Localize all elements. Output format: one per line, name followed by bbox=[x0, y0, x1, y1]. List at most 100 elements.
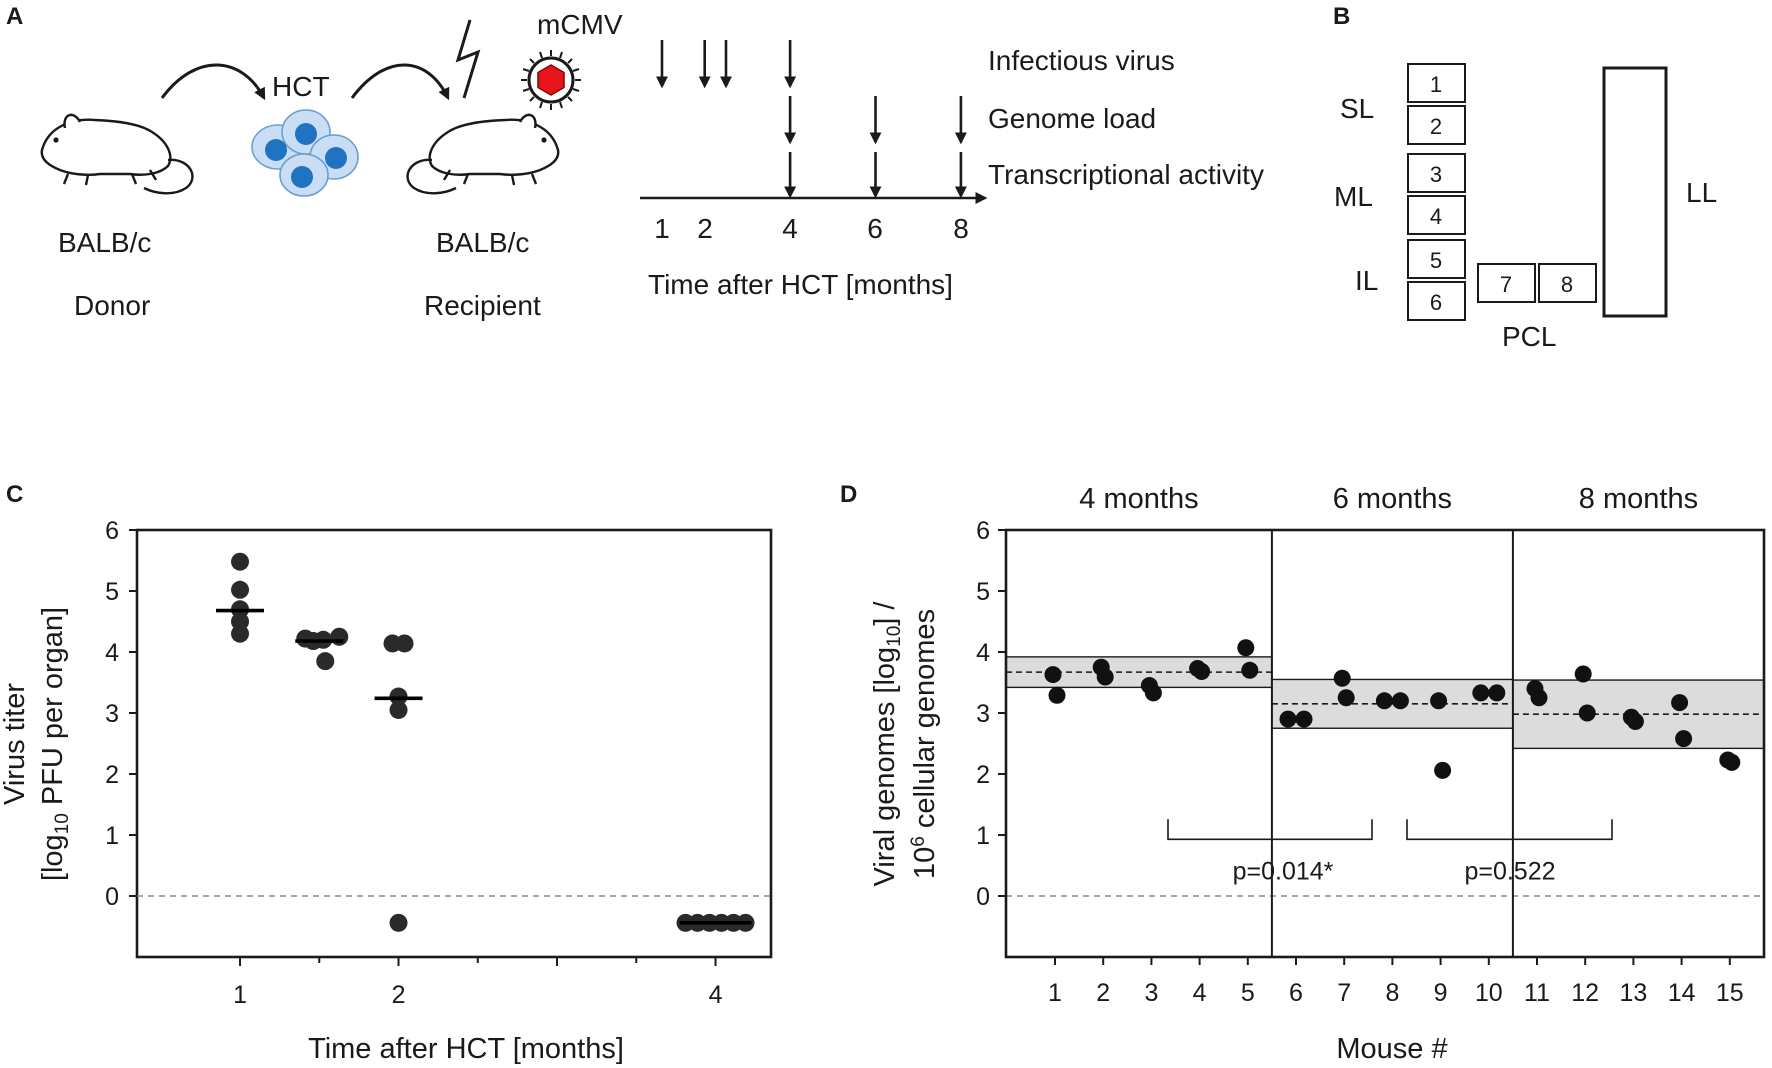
group-pcl: PCL bbox=[1502, 321, 1556, 352]
box-2 bbox=[1407, 105, 1466, 145]
box-5-label: 5 bbox=[1430, 248, 1442, 273]
recipient-role: Recipient bbox=[424, 290, 541, 321]
chart-c-ylabel-1: Virus titer bbox=[0, 683, 31, 805]
chart-d-point-mouse-11 bbox=[1530, 689, 1548, 707]
group-ll: LL bbox=[1686, 177, 1717, 208]
chart-d-xtick-label-7: 7 bbox=[1337, 979, 1351, 1007]
chart-d-point-mouse-8 bbox=[1391, 692, 1409, 710]
chart-d-ytick-label-6: 6 bbox=[976, 517, 990, 545]
chart-c-xlabel: Time after HCT [months] bbox=[308, 1033, 624, 1065]
chart-d-period-label-1: 6 months bbox=[1333, 483, 1452, 515]
chart-d-ylabel-1: Viral genomes [log10] / bbox=[869, 601, 905, 887]
box-3-label: 3 bbox=[1430, 162, 1442, 187]
box-6-label: 6 bbox=[1430, 290, 1442, 315]
panel-a-label: A bbox=[6, 3, 23, 30]
chart-d-ytick-label-1: 1 bbox=[976, 822, 990, 850]
box-2-label: 2 bbox=[1430, 114, 1442, 139]
panel-d-label: D bbox=[840, 481, 857, 508]
chart-d-point-mouse-9 bbox=[1434, 761, 1452, 779]
box-6 bbox=[1407, 281, 1466, 321]
group-il: IL bbox=[1355, 265, 1378, 296]
chart-d-xtick-label-10: 10 bbox=[1475, 979, 1503, 1007]
panel-b-label: B bbox=[1333, 3, 1350, 30]
donor-mouse-icon bbox=[40, 113, 194, 195]
chart-d-xlabel: Mouse # bbox=[1336, 1033, 1447, 1065]
chart-d-point-mouse-6 bbox=[1279, 710, 1297, 728]
chart-d-point-mouse-7 bbox=[1337, 689, 1355, 707]
box-4-label: 4 bbox=[1430, 204, 1442, 229]
group-ml: ML bbox=[1334, 181, 1373, 212]
row-infectious-virus: Infectious virus bbox=[988, 45, 1175, 76]
chart-c-xtick-label-1: 1 bbox=[233, 981, 247, 1009]
panel-b: B SL ML IL PCL LL 1 2 3 4 5 6 7 8 bbox=[1333, 3, 1717, 352]
chart-d-ytick-label-4: 4 bbox=[976, 639, 990, 667]
row-transcriptional-activity: Transcriptional activity bbox=[988, 159, 1264, 190]
box-7-label: 7 bbox=[1500, 272, 1512, 297]
box-5 bbox=[1407, 239, 1466, 279]
timeline-xlabel: Time after HCT [months] bbox=[648, 269, 953, 300]
virus-label: mCMV bbox=[537, 9, 623, 40]
group-sl: SL bbox=[1340, 93, 1374, 124]
transfer-arrow-2 bbox=[350, 63, 450, 101]
chart-d-point-mouse-10 bbox=[1472, 684, 1490, 702]
chart-c-frame bbox=[135, 528, 773, 959]
chart-d-xtick-label-14: 14 bbox=[1668, 979, 1696, 1007]
chart-d-comparison-bracket-0 bbox=[1167, 819, 1373, 841]
virus-icon bbox=[521, 50, 581, 110]
chart-d-frame bbox=[1004, 528, 1766, 959]
chart-c-ytick-label-3: 3 bbox=[105, 700, 119, 728]
chart-d-point-mouse-3 bbox=[1144, 684, 1162, 702]
chart-d-ylabel-2: 106 cellular genomes bbox=[908, 609, 941, 879]
box-1-label: 1 bbox=[1430, 72, 1442, 97]
box-4 bbox=[1407, 195, 1466, 235]
chart-c-ytick-label-4: 4 bbox=[105, 639, 119, 667]
row-genome-load: Genome load bbox=[988, 103, 1156, 134]
chart-d-point-mouse-14 bbox=[1671, 694, 1689, 712]
chart-c-ytick-label-6: 6 bbox=[105, 517, 119, 545]
chart-d-xtick-label-5: 5 bbox=[1241, 979, 1255, 1007]
transfer-arrow-1 bbox=[160, 63, 266, 101]
timeline-tick-8: 8 bbox=[953, 213, 969, 244]
chart-c-point bbox=[330, 627, 349, 646]
timeline-tick-6: 6 bbox=[867, 213, 883, 244]
timeline-tick-1: 1 bbox=[654, 213, 670, 244]
chart-d-point-mouse-13 bbox=[1626, 713, 1644, 731]
chart-d-xtick-label-3: 3 bbox=[1144, 979, 1158, 1007]
stem-cells-icon bbox=[251, 109, 359, 197]
chart-d-comparison-bracket-1 bbox=[1406, 819, 1613, 841]
chart-d-point-mouse-8 bbox=[1375, 692, 1393, 710]
chart-d-point-mouse-7 bbox=[1333, 669, 1351, 687]
chart-d-point-mouse-5 bbox=[1237, 639, 1255, 657]
box-3 bbox=[1407, 153, 1466, 193]
irradiation-icon bbox=[455, 19, 481, 99]
chart-d-point-mouse-4 bbox=[1193, 663, 1211, 681]
timeline-tick-4: 4 bbox=[782, 213, 798, 244]
chart-c-point bbox=[231, 552, 250, 571]
donor-strain: BALB/c bbox=[58, 227, 151, 258]
chart-d-xtick-label-8: 8 bbox=[1385, 979, 1399, 1007]
chart-c-ytick-label-1: 1 bbox=[105, 822, 119, 850]
chart-d-pvalue-1: p=0.522 bbox=[1464, 857, 1555, 885]
timeline: Infectious virus Genome load Transcripti… bbox=[640, 40, 1264, 300]
chart-c-ytick-label-2: 2 bbox=[105, 761, 119, 789]
chart-c-ylabel-2: [log10 PFU per organ] bbox=[37, 607, 73, 881]
chart-c-ytick-label-5: 5 bbox=[105, 578, 119, 606]
transplant-label: HCT bbox=[272, 71, 330, 102]
chart-c-point bbox=[231, 624, 250, 643]
chart-d-point-mouse-12 bbox=[1578, 704, 1596, 722]
chart-d-point-mouse-1 bbox=[1044, 666, 1062, 684]
box-ll bbox=[1602, 66, 1668, 318]
chart-d-point-mouse-10 bbox=[1488, 684, 1506, 702]
recipient-strain: BALB/c bbox=[436, 227, 529, 258]
chart-c-point bbox=[231, 580, 250, 599]
chart-d-point-mouse-15 bbox=[1723, 753, 1741, 771]
panel-a: A BALB/c Donor HCT mCMV bbox=[6, 3, 1717, 352]
chart-d-point-mouse-14 bbox=[1675, 730, 1693, 748]
chart-d-xtick-label-4: 4 bbox=[1193, 979, 1207, 1007]
chart-d-ytick-label-2: 2 bbox=[976, 761, 990, 789]
chart-d-point-mouse-9 bbox=[1430, 692, 1448, 710]
chart-d-xtick-label-13: 13 bbox=[1619, 979, 1647, 1007]
box-1 bbox=[1407, 63, 1466, 103]
